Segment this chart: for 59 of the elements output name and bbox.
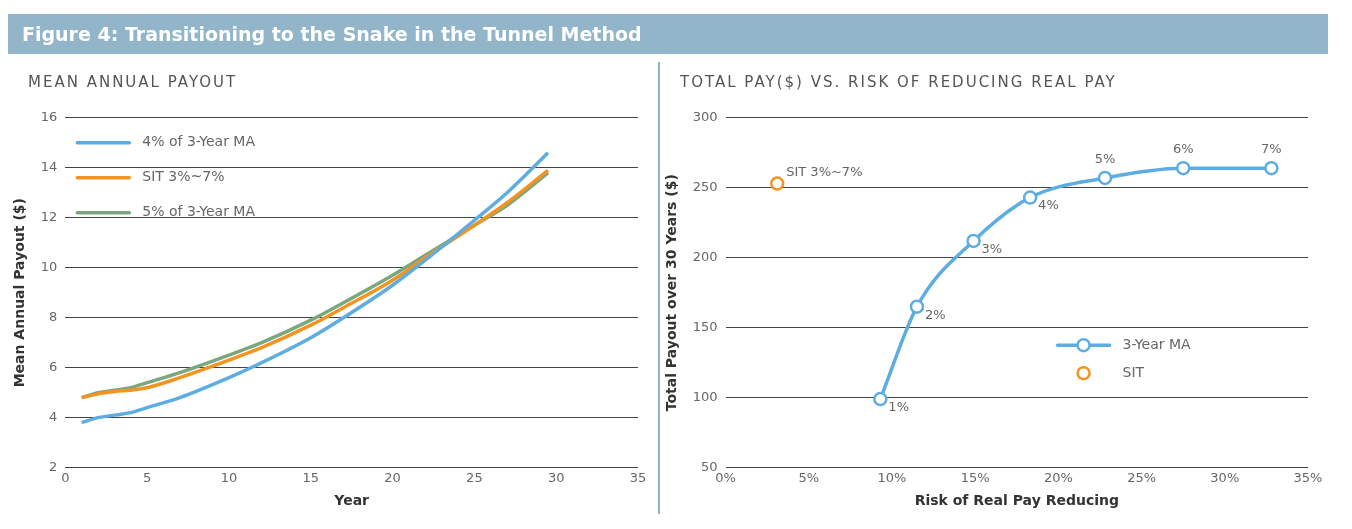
y-tick-label: 250 <box>692 179 718 195</box>
annotation: 4% <box>1038 197 1059 213</box>
point <box>1022 190 1038 205</box>
x-tick-label: 0% <box>715 469 736 485</box>
x-tick-label: 35 <box>629 469 647 485</box>
y-tick-label: 6 <box>49 359 58 375</box>
legend-label: SIT 3%~7% <box>142 168 225 185</box>
annotation: 1% <box>888 398 909 414</box>
point <box>769 176 785 191</box>
chart-subtitle: MEAN ANNUAL PAYOUT <box>27 72 239 93</box>
annotation: 3% <box>981 240 1003 256</box>
annotation: 2% <box>924 306 946 322</box>
y-tick-label: 100 <box>692 389 718 405</box>
x-tick-label: 15 <box>302 469 320 485</box>
y-tick-label: 8 <box>49 309 58 325</box>
y-axis-title: Total Payout over 30 Years ($) <box>663 174 680 412</box>
y-tick-label: 4 <box>49 409 58 424</box>
x-axis-title: Year <box>333 492 370 509</box>
x-tick-label: 20 <box>384 469 401 485</box>
legend-label: SIT <box>1122 363 1145 380</box>
y-tick-label: 2 <box>49 458 58 474</box>
legend-label: 3-Year MA <box>1122 335 1192 352</box>
annotation: 7% <box>1261 141 1282 157</box>
x-tick-label: 20% <box>1043 469 1073 485</box>
y-tick-label: 300 <box>692 109 718 125</box>
x-tick-label: 30% <box>1210 469 1240 485</box>
point <box>909 299 925 314</box>
point <box>1264 160 1279 176</box>
x-tick-label: 15% <box>960 469 990 485</box>
x-tick-label: 0 <box>61 469 70 485</box>
point <box>1097 170 1113 186</box>
x-tick-label: 35% <box>1293 469 1323 485</box>
x-tick-label: 30 <box>547 469 565 485</box>
annotation: 6% <box>1172 141 1194 157</box>
y-tick-label: 150 <box>692 319 718 335</box>
x-axis-title: Risk of Real Pay Reducing <box>914 492 1119 509</box>
x-tick-label: 5% <box>798 469 820 485</box>
chart-title: TOTAL PAY($) VS. RISK OF REDUCING REAL PAY <box>679 72 1118 93</box>
x-tick-label: 25 <box>466 469 483 485</box>
x-tick-label: 10 <box>220 469 238 485</box>
y-tick-label: 16 <box>40 109 58 125</box>
y-axis-title: Mean Annual Payout ($) <box>11 198 28 388</box>
chart-title: Figure 4: Transitioning to the Snake in the Tunnel Method <box>8 14 1328 54</box>
line-series <box>79 151 550 425</box>
point <box>873 391 888 407</box>
point <box>1175 160 1191 176</box>
legend-label: 5% of 3-Year MA <box>142 203 256 220</box>
y-tick-label: 12 <box>40 209 58 225</box>
annotation: SIT 3%~7% <box>786 164 863 180</box>
y-tick-label: 14 <box>40 159 58 175</box>
x-tick-label: 10% <box>877 469 907 485</box>
point <box>966 233 981 249</box>
y-tick-label: 10 <box>40 259 58 275</box>
x-tick-label: 25% <box>1127 469 1157 485</box>
y-tick-label: 200 <box>692 249 718 265</box>
x-tick-label: 5 <box>143 469 152 485</box>
annotation: 5% <box>1094 150 1116 166</box>
y-tick-label: 50 <box>701 458 718 474</box>
legend-label: 4% of 3-Year MA <box>142 133 256 150</box>
